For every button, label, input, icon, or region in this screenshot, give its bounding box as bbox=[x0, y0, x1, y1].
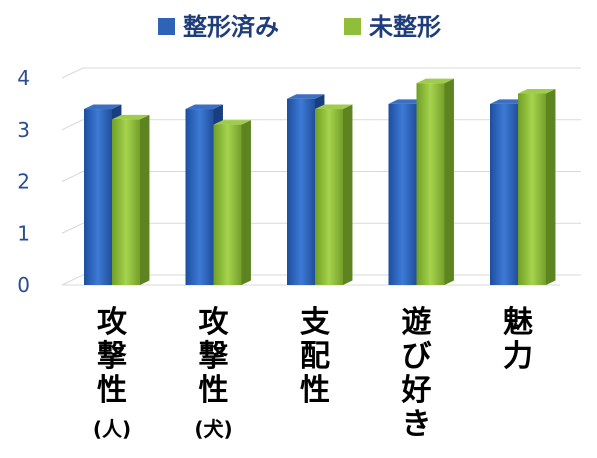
bar-side bbox=[241, 120, 251, 285]
x-label-2-char: 攻 bbox=[199, 305, 230, 340]
gridline bbox=[61, 67, 581, 79]
x-label-1-char: 性 bbox=[97, 373, 127, 408]
x-label-3-char: 配 bbox=[300, 339, 330, 374]
bar-top bbox=[185, 104, 223, 110]
legend-swatch-series-2 bbox=[344, 18, 361, 35]
bar-series-2-2 bbox=[213, 120, 251, 285]
bar-front bbox=[315, 109, 343, 285]
x-label-4-char: き bbox=[402, 407, 432, 442]
x-label-4-char: 好 bbox=[401, 373, 432, 408]
x-label-5-char: 魅 bbox=[503, 305, 533, 340]
bars bbox=[84, 78, 556, 286]
bar-top bbox=[416, 78, 454, 84]
bar-front bbox=[213, 124, 242, 285]
bar-front bbox=[416, 83, 445, 285]
bar-side bbox=[546, 89, 556, 286]
x-sublabel-1: (人) bbox=[93, 417, 131, 441]
y-tick-label: 0 bbox=[17, 273, 30, 297]
chart-legend: 整形済み 未整形 bbox=[158, 13, 441, 41]
legend-swatch-series-1 bbox=[158, 18, 175, 35]
bar-front bbox=[112, 119, 140, 286]
bar-top bbox=[213, 120, 251, 125]
bar-top bbox=[518, 89, 556, 94]
y-tick-label: 4 bbox=[17, 66, 30, 90]
x-label-5-char: 力 bbox=[503, 339, 533, 374]
x-label-3-char: 支 bbox=[300, 305, 330, 340]
x-label-4-char: び bbox=[402, 339, 432, 374]
bar-series-2-4 bbox=[416, 78, 454, 285]
x-label-3-char: 性 bbox=[300, 373, 330, 408]
bar-front bbox=[84, 109, 112, 285]
bar-front bbox=[490, 103, 518, 285]
x-label-2-char: 撃 bbox=[199, 339, 229, 374]
bar-top bbox=[84, 104, 122, 110]
x-label-4-char: 遊 bbox=[402, 305, 432, 340]
y-axis: 0 1 2 3 4 bbox=[17, 66, 30, 297]
y-tick-label: 3 bbox=[17, 118, 30, 142]
bar-top bbox=[315, 104, 353, 110]
y-tick-label: 1 bbox=[17, 221, 30, 245]
x-sublabel-2: (犬) bbox=[194, 417, 232, 441]
x-label-1-char: 攻 bbox=[97, 305, 128, 340]
x-label-1-char: 撃 bbox=[97, 339, 127, 374]
x-label-2-char: 性 bbox=[199, 373, 229, 408]
bar-front bbox=[518, 93, 546, 286]
bar-front bbox=[185, 109, 214, 285]
bar-front bbox=[287, 98, 315, 285]
legend-label-series-1: 整形済み bbox=[183, 13, 279, 41]
bar-side bbox=[343, 104, 353, 285]
legend-label-series-2: 未整形 bbox=[369, 13, 441, 41]
bar-series-2-3 bbox=[315, 104, 353, 285]
bar-top bbox=[112, 114, 150, 120]
bar-side bbox=[140, 114, 150, 286]
bar-top bbox=[287, 94, 325, 99]
y-tick-label: 2 bbox=[17, 170, 30, 194]
bar-front bbox=[388, 103, 417, 285]
bar-series-2-5 bbox=[518, 89, 556, 286]
bar-series-2-1 bbox=[112, 114, 150, 286]
bar-side bbox=[444, 78, 454, 285]
